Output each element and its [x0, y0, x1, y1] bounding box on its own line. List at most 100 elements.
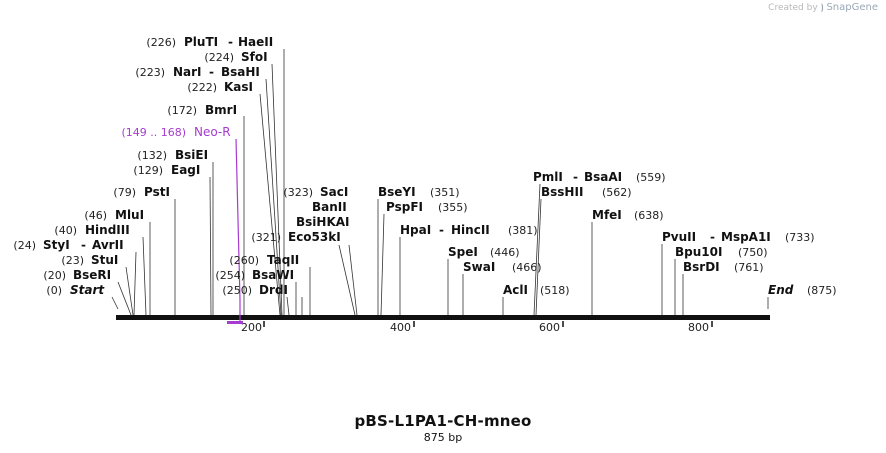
sequence-backbone [116, 315, 770, 320]
cut-line-start [111, 296, 119, 310]
enzyme-label-mluI[interactable]: (46) MluI [84, 208, 144, 222]
enzyme-label-bssHII[interactable]: BssHII (562) [541, 185, 632, 199]
enzyme-label-pvuII[interactable]: PvuII - MspA1I (733) [662, 230, 815, 244]
start-label: Start [70, 283, 105, 297]
credit-prefix: Created by [768, 3, 818, 13]
enzyme-name: DrdI [259, 283, 288, 297]
enzyme-position: (24) [13, 239, 36, 252]
enzyme-label-bseYI[interactable]: BseYI (351) [378, 185, 460, 199]
enzyme-label-styI[interactable]: (24) StyI - AvrII [13, 238, 123, 252]
enzyme-position: (226) [146, 36, 176, 49]
enzyme-name: SacI [320, 185, 348, 199]
enzyme-label-mfeI[interactable]: MfeI (638) [592, 208, 664, 222]
enzyme-name: TaqII [267, 253, 299, 267]
enzyme-name: SpeI [448, 245, 478, 259]
enzyme-name: Eco53kI [288, 230, 341, 244]
enzyme-name: BssHII [541, 185, 583, 199]
cut-line-kasI [259, 93, 281, 316]
enzyme-name: KasI [224, 80, 253, 94]
cut-line-pspFI [380, 213, 385, 316]
enzyme-position: (222) [187, 81, 217, 94]
end-position: (875) [807, 284, 837, 297]
cut-line-bssHII [535, 198, 542, 316]
enzyme-position: (466) [512, 261, 542, 274]
enzyme-position: (355) [438, 201, 468, 214]
enzyme-position: (260) [229, 254, 259, 267]
enzyme-position: (250) [222, 284, 252, 297]
enzyme-position: (518) [540, 284, 570, 297]
enzyme-label-sacI[interactable]: (323) SacI [283, 185, 348, 199]
enzyme-name: NarI [173, 65, 202, 79]
enzyme-position: (23) [61, 254, 84, 267]
enzyme-label-bsiEI[interactable]: (132) BsiEI [137, 148, 208, 162]
enzyme-label-hindIII[interactable]: (40) HindIII [54, 223, 129, 237]
enzyme-label-bsrDI[interactable]: BsrDI (761) [683, 260, 764, 274]
axis-tick-label: 600 [539, 321, 560, 334]
enzyme-label-pspFI[interactable]: PspFI (355) [386, 200, 468, 214]
cut-line-sacI [348, 244, 358, 316]
enzyme-label-eagI[interactable]: (129) EagI [133, 163, 200, 177]
enzyme-label-swaI[interactable]: SwaI (466) [463, 260, 542, 274]
cut-line-sfoI [271, 63, 283, 316]
enzyme-label-pmlI[interactable]: PmlI - BsaAI (559) [533, 170, 666, 184]
enzyme-name: Bpu10I [675, 245, 722, 259]
enzyme-label-bsaWI[interactable]: (254) BsaWI [215, 268, 294, 282]
enzyme-label-banII[interactable]: BanII [312, 200, 347, 214]
enzyme-name: BmrI [205, 103, 237, 117]
plasmid-length: 875 bp [423, 431, 463, 444]
enzyme-label-bsiHKAI[interactable]: BsiHKAI [296, 215, 350, 229]
axis-tick-label: 400 [390, 321, 411, 334]
snapgene-logo-icon: ⦘ [820, 3, 824, 13]
enzyme-position: (446) [490, 246, 520, 259]
enzyme-name: PvuII [662, 230, 696, 244]
cut-line-eagI [209, 176, 212, 316]
enzyme-label-pstI[interactable]: (79) PstI [113, 185, 170, 199]
enzyme-label-stuI[interactable]: (23) StuI [61, 253, 118, 267]
enzyme-position: (254) [215, 269, 245, 282]
enzyme-position: (381) [508, 224, 538, 237]
feature-neo-r[interactable]: (149 .. 168) Neo-R [121, 125, 243, 324]
enzyme-name: PspFI [386, 200, 423, 214]
cut-site-lines [111, 49, 769, 316]
start-position: (0) [46, 284, 62, 297]
enzyme-position: (129) [133, 164, 163, 177]
cut-line-pmlI [533, 183, 541, 316]
enzyme-position: (562) [602, 186, 632, 199]
enzyme-separator: - [209, 65, 214, 79]
enzyme-label-eco53kI[interactable]: (321) Eco53kI [251, 230, 340, 244]
enzyme-position: (79) [113, 186, 136, 199]
enzyme-name: BseRI [73, 268, 111, 282]
enzyme-label-bmrI[interactable]: (172) BmrI [167, 103, 237, 117]
enzyme-label-narI[interactable]: (223) NarI - BsaHI [135, 65, 260, 79]
enzyme-label-hpaI[interactable]: HpaI - HincII (381) [400, 223, 538, 237]
enzyme-position: (20) [43, 269, 66, 282]
enzyme-label-kasI[interactable]: (222) KasI [187, 80, 253, 94]
sequence-end-label: End (875) [768, 283, 837, 297]
enzyme-separator: - [81, 238, 86, 252]
enzyme-separator: - [573, 170, 578, 184]
enzyme-label-aclI[interactable]: AclI (518) [503, 283, 570, 297]
enzyme-name: PmlI [533, 170, 563, 184]
enzyme-label-speI[interactable]: SpeI (446) [448, 245, 520, 259]
cut-line-styI [133, 251, 137, 316]
enzyme-name: StuI [91, 253, 118, 267]
enzyme-label-bpu10I[interactable]: Bpu10I (750) [675, 245, 768, 259]
enzyme-name-secondary: HincII [451, 223, 490, 237]
enzyme-label-drdI[interactable]: (250) DrdI [222, 283, 288, 297]
enzyme-name: MfeI [592, 208, 622, 222]
enzyme-name: BsiHKAI [296, 215, 350, 229]
axis-tick-label: 200 [241, 321, 262, 334]
enzyme-name: BsaWI [252, 268, 294, 282]
enzyme-name: PluTI [184, 35, 218, 49]
cut-line-drdI [286, 296, 290, 316]
enzyme-position: (750) [738, 246, 768, 259]
enzyme-label-taqII[interactable]: (260) TaqII [229, 253, 299, 267]
enzyme-label-plutI[interactable]: (226) PluTI - HaeII [146, 35, 273, 49]
enzyme-position: (172) [167, 104, 197, 117]
enzyme-name: EagI [171, 163, 200, 177]
enzyme-name: MluI [115, 208, 144, 222]
feature-leader-line [235, 138, 241, 301]
enzyme-label-bseRI[interactable]: (20) BseRI [43, 268, 111, 282]
enzyme-label-sfoI[interactable]: (224) SfoI [204, 50, 267, 64]
